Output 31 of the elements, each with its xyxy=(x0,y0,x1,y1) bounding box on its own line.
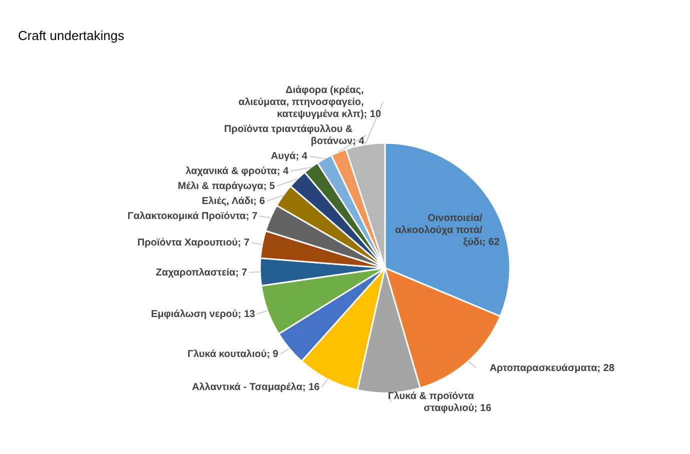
slice-label: Γλυκά & προϊόντα σταφυλιού xyxy=(388,390,475,414)
data-label: ; 13 xyxy=(238,308,256,320)
data-label: ; 7 xyxy=(235,267,248,278)
chart-title: Craft undertakings xyxy=(18,28,125,43)
data-label: ; 7 xyxy=(238,238,250,249)
slice-label: Εμφιάλωση νερού xyxy=(150,308,238,320)
data-label: ; 6 xyxy=(253,196,266,208)
data-label: ; 7 xyxy=(246,211,258,222)
slice-label: Ζαχαροπλαστεία xyxy=(156,267,236,278)
data-label: ; 5 xyxy=(263,181,276,192)
slice-label: Αλλαντικά - Τσαμαρέλα xyxy=(192,382,304,394)
data-label: ; 10 xyxy=(364,109,382,120)
slice-label: λαχανικά & φρούτα xyxy=(186,166,278,178)
slice-label: Διάφορα (κρέας, αλιεύματα, πτηνοσφαγείο, κατεψυγμένα κλπ) xyxy=(238,85,364,120)
data-label: ; 16 xyxy=(474,402,492,414)
data-label: ; 28 xyxy=(597,362,615,374)
data-label: ; 62 xyxy=(482,236,500,248)
data-label: ; 4 xyxy=(352,136,365,148)
slice-label: Προϊόντα τριαντάφυλλου & βοτάνων xyxy=(224,124,354,148)
data-label: ; 9 xyxy=(266,349,279,360)
data-label: ; 16 xyxy=(302,382,320,394)
slice-label: Γλυκά κουταλιού xyxy=(188,349,267,360)
slice-label: Προϊόντα Χαρουπιού xyxy=(137,238,238,249)
data-label: ; 4 xyxy=(296,151,308,162)
data-label: ; 4 xyxy=(276,166,289,178)
slice-label: Αρτοπαρασκευάσματα xyxy=(490,362,598,374)
slice-label: Μέλι & παράγωγα xyxy=(178,181,264,192)
slice-label: Γαλακτοκομικά Προϊόντα xyxy=(127,211,247,222)
slice-label: Οινοποιεία/αλκοολούχα ποτά/ ξύδι xyxy=(395,212,482,248)
slice-label: Αυγά xyxy=(270,151,297,162)
slice-label: Ελιές, Λάδι xyxy=(202,196,254,208)
